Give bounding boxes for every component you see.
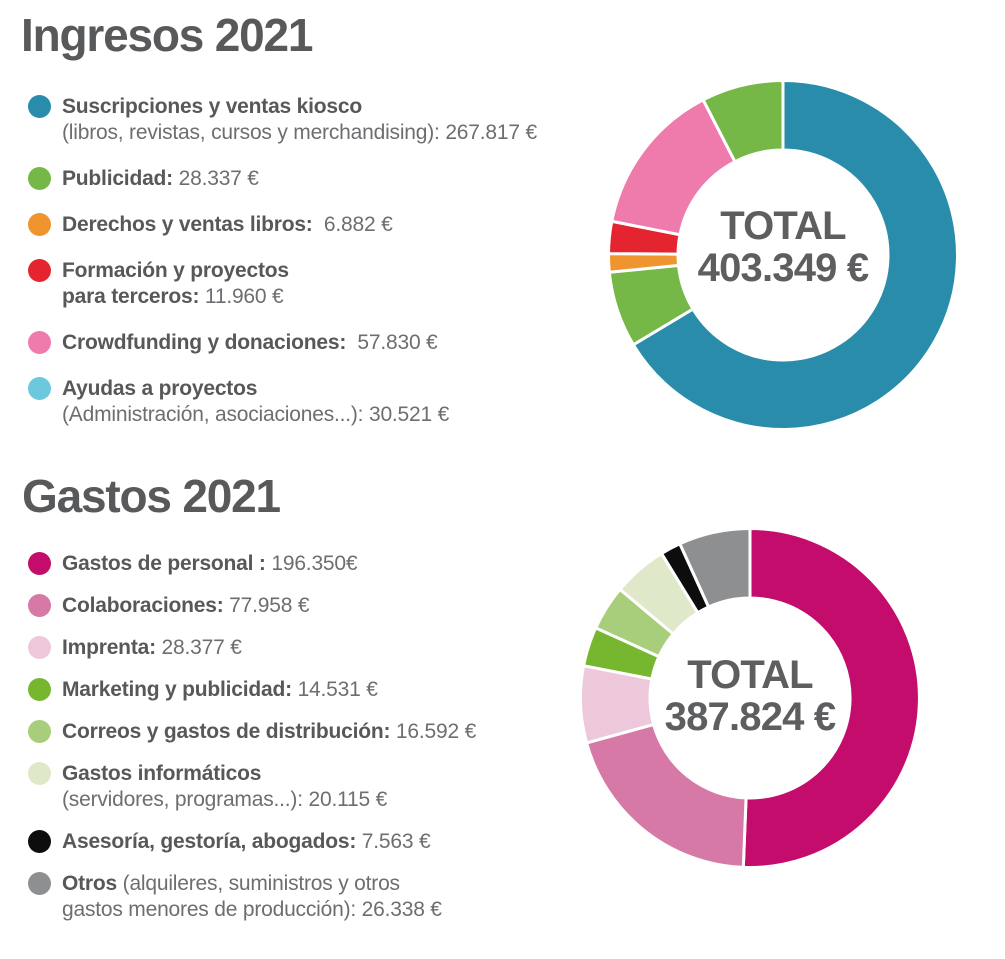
legend-item: Imprenta: 28.377 € (28, 635, 476, 661)
legend-text: Gastos de personal : 196.350€ (62, 552, 358, 575)
legend-item: Ayudas a proyectos (Administración, asoci… (28, 376, 537, 428)
legend-item: Derechos y ventas libros: 6.882 € (28, 212, 537, 238)
legend-dot (28, 95, 51, 118)
legend-dot (28, 720, 51, 743)
legend-text: Derechos y ventas libros: 6.882 € (62, 213, 393, 236)
legend-item: Publicidad: 28.337 € (28, 166, 537, 192)
donut-segment-suscripciones-y-ventas-kiosco-libros-rev (631, 79, 959, 431)
ingresos-legend: Suscripciones y ventas kiosco (libros, re… (28, 94, 537, 448)
donut-segment-colaboraciones (584, 722, 748, 869)
legend-item: Asesoría, gestoría, abogados: 7.563 € (28, 829, 476, 855)
legend-text: Gastos informáticos (servidores, programa… (62, 762, 388, 811)
legend-dot (28, 331, 51, 354)
legend-dot (28, 830, 51, 853)
gastos-donut-svg (579, 527, 921, 869)
legend-text: Marketing y publicidad: 14.531 € (62, 678, 378, 701)
donut-segment-gastos-de-personal (741, 527, 921, 869)
ingresos-donut-chart: TOTAL 403.349 € (607, 79, 959, 431)
gastos-donut-chart: TOTAL 387.824 € (579, 527, 921, 869)
legend-dot (28, 636, 51, 659)
legend-item: Otros (alquileres, suministros y otros ga… (28, 871, 476, 923)
legend-text: Ayudas a proyectos (Administración, asoci… (62, 377, 450, 426)
ingresos-donut-svg (607, 79, 959, 431)
donut-segment-otros-alquileres-suministros-y-otros-gas (677, 527, 752, 609)
legend-item: Gastos informáticos (servidores, programa… (28, 761, 476, 813)
legend-text: Imprenta: 28.377 € (62, 636, 242, 659)
donut-segment-ayudas-a-proyectos-administracion-asocia (701, 79, 785, 164)
legend-item: Crowdfunding y donaciones: 57.830 € (28, 330, 537, 356)
legend-dot (28, 167, 51, 190)
legend-dot (28, 552, 51, 575)
legend-item: Suscripciones y ventas kiosco (libros, re… (28, 94, 537, 146)
legend-text: Formación y proyectos para terceros: 11.9… (62, 259, 289, 308)
legend-text: Otros (alquileres, suministros y otros ga… (62, 872, 442, 921)
legend-text: Asesoría, gestoría, abogados: 7.563 € (62, 830, 431, 853)
ingresos-title: Ingresos 2021 (21, 9, 313, 61)
legend-item: Marketing y publicidad: 14.531 € (28, 677, 476, 703)
legend-item: Gastos de personal : 196.350€ (28, 551, 476, 577)
legend-dot (28, 259, 51, 282)
legend-text: Colaboraciones: 77.958 € (62, 594, 310, 617)
gastos-legend: Gastos de personal : 196.350€ Colaboracio… (28, 551, 476, 939)
legend-dot (28, 762, 51, 785)
legend-dot (28, 872, 51, 895)
legend-dot (28, 377, 51, 400)
legend-dot (28, 594, 51, 617)
legend-text: Publicidad: 28.337 € (62, 167, 259, 190)
legend-item: Formación y proyectos para terceros: 11.9… (28, 258, 537, 310)
legend-text: Correos y gastos de distribución: 16.592… (62, 720, 477, 743)
legend-text: Crowdfunding y donaciones: 57.830 € (62, 331, 438, 354)
legend-dot (28, 678, 51, 701)
legend-text: Suscripciones y ventas kiosco (libros, re… (62, 95, 537, 144)
legend-item: Correos y gastos de distribución: 16.592… (28, 719, 476, 745)
legend-item: Colaboraciones: 77.958 € (28, 593, 476, 619)
legend-dot (28, 213, 51, 236)
gastos-title: Gastos 2021 (22, 470, 281, 522)
